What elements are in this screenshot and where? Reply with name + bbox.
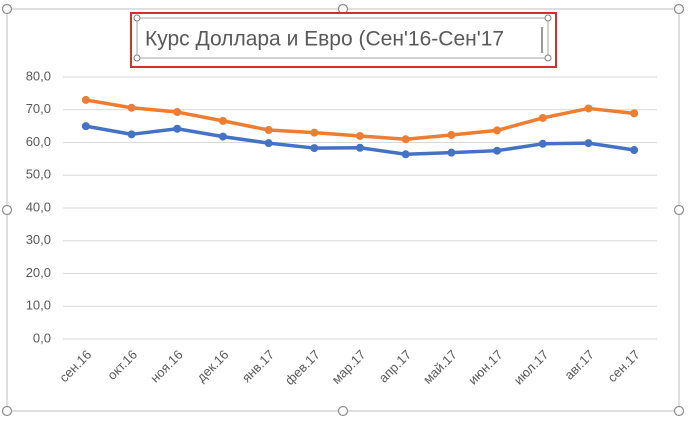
y-tick-label: 50,0 xyxy=(26,167,51,182)
title-selection[interactable] xyxy=(130,12,557,68)
y-tick-label: 20,0 xyxy=(26,265,51,280)
y-tick-label: 30,0 xyxy=(26,232,51,247)
point-marker xyxy=(310,128,319,137)
frame-handles[interactable] xyxy=(1,3,685,417)
point-marker xyxy=(538,113,547,122)
point-marker xyxy=(264,139,273,148)
point-marker xyxy=(127,103,136,112)
chart-frame[interactable] xyxy=(6,8,680,412)
point-marker xyxy=(218,116,227,125)
title-handles[interactable] xyxy=(133,14,552,62)
y-tick-label: 10,0 xyxy=(26,298,51,313)
point-marker xyxy=(493,146,502,155)
point-marker xyxy=(447,130,456,139)
y-tick-label: 60,0 xyxy=(26,134,51,149)
point-marker xyxy=(356,143,364,152)
title-box[interactable] xyxy=(136,17,549,59)
point-marker xyxy=(630,109,639,118)
point-marker xyxy=(493,126,502,135)
point-marker xyxy=(584,139,593,148)
point-marker xyxy=(401,135,410,144)
point-marker xyxy=(127,130,136,139)
point-marker xyxy=(218,132,227,141)
point-marker xyxy=(264,126,273,135)
point-marker xyxy=(630,146,639,155)
chart-title[interactable]: Курс Доллара и Евро (Сен'16-Сен'17 xyxy=(145,28,504,51)
point-marker xyxy=(81,122,90,131)
point-marker xyxy=(173,108,182,117)
y-tick-label: 0,0 xyxy=(33,330,51,345)
y-tick-label: 70,0 xyxy=(26,101,51,116)
y-tick-label: 40,0 xyxy=(26,199,51,214)
y-tick-label: 80,0 xyxy=(26,68,51,83)
point-marker xyxy=(447,148,456,157)
point-marker xyxy=(584,104,593,113)
point-marker xyxy=(538,139,547,148)
point-marker xyxy=(81,95,90,104)
point-marker xyxy=(401,150,410,159)
point-marker xyxy=(310,144,319,153)
point-marker xyxy=(356,131,364,140)
point-marker xyxy=(173,124,182,133)
